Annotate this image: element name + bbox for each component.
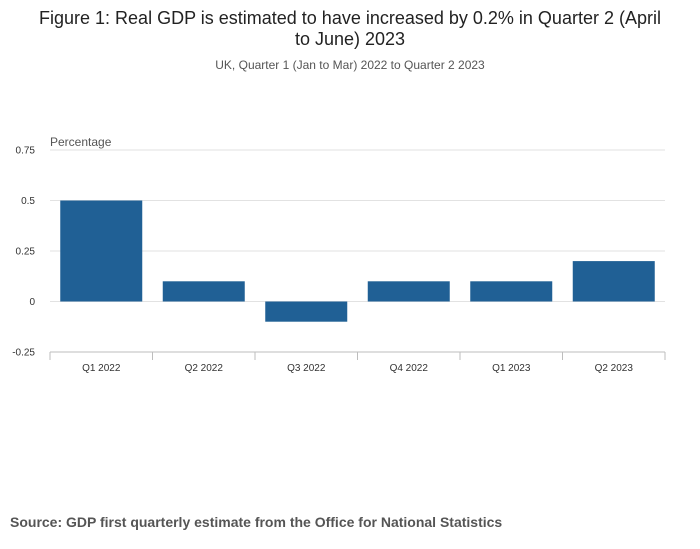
bar (162, 281, 245, 302)
x-tick-label: Q4 2022 (390, 363, 429, 374)
bar (572, 261, 655, 302)
y-tick-label: -0.25 (12, 348, 35, 359)
x-tick-label: Q2 2022 (185, 363, 224, 374)
source-note: Source: GDP first quarterly estimate fro… (10, 514, 503, 530)
bar (367, 281, 450, 302)
bar (470, 281, 553, 302)
x-tick-label: Q1 2023 (492, 363, 531, 374)
bar (60, 200, 143, 302)
x-tick-label: Q3 2022 (287, 363, 326, 374)
bar (265, 301, 348, 322)
y-tick-label: 0 (29, 297, 35, 308)
y-tick-label: 0.5 (21, 196, 35, 207)
x-tick-label: Q2 2023 (595, 363, 634, 374)
x-tick-label: Q1 2022 (82, 363, 121, 374)
y-tick-label: 0.75 (16, 146, 36, 157)
y-tick-label: 0.25 (16, 247, 36, 258)
chart-title: Figure 1: Real GDP is estimated to have … (39, 8, 661, 49)
chart-subtitle: UK, Quarter 1 (Jan to Mar) 2022 to Quart… (215, 58, 485, 72)
y-axis-label: Percentage (50, 135, 112, 149)
